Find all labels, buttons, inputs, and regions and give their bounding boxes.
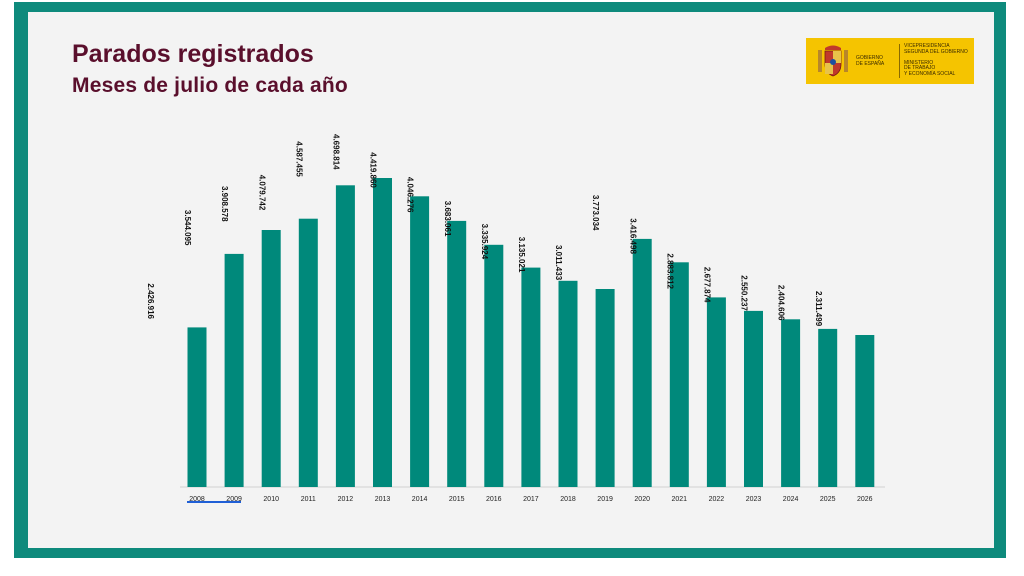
x-tick-2017: 2017: [523, 496, 539, 503]
data-label-2008: 2.426.916: [146, 283, 155, 319]
bar-2011: [298, 218, 318, 487]
bar-2026: [855, 335, 875, 487]
x-tick-2024: 2024: [783, 496, 799, 503]
bar-2015: [447, 220, 467, 487]
x-tick-2010: 2010: [263, 496, 279, 503]
x-tick-2011: 2011: [301, 496, 316, 503]
bar-2018: [558, 280, 578, 487]
logo-ministerio-text: VICEPRESIDENCIA SEGUNDA DEL GOBIERNO MIN…: [904, 43, 968, 77]
x-tick-2018: 2018: [560, 496, 576, 503]
data-label-2023: 2.677.874: [703, 267, 712, 303]
x-tick-2022: 2022: [709, 496, 725, 503]
data-label-2021: 3.416.498: [628, 218, 637, 254]
data-label-2014: 4.419.860: [369, 152, 378, 188]
data-label-2013: 4.698.814: [332, 134, 341, 170]
data-label-2015: 4.046.276: [406, 177, 415, 213]
chart-subtitle: Meses de julio de cada año: [72, 74, 348, 97]
data-label-2011: 4.079.742: [257, 175, 266, 211]
bar-2025: [818, 328, 838, 487]
bar-2024: [781, 319, 801, 487]
bar-2010: [261, 230, 281, 487]
x-tick-2015: 2015: [449, 496, 465, 503]
data-label-2026: 2.311.499: [814, 291, 823, 327]
bar-2023: [744, 310, 763, 487]
x-tick-2013: 2013: [375, 496, 391, 503]
bar-2017: [521, 267, 541, 487]
data-label-2018: 3.135.021: [517, 237, 526, 273]
x-tick-2009: 2009: [226, 496, 242, 503]
bar-2022: [706, 297, 726, 487]
data-label-2009: 3.544.095: [183, 210, 192, 246]
bar-2013: [373, 178, 392, 487]
data-label-2020: 3.773.034: [591, 195, 600, 231]
logo-gobierno-text: GOBIERNO DE ESPAÑA: [856, 55, 885, 67]
government-logo: GOBIERNO DE ESPAÑA VICEPRESIDENCIA SEGUN…: [806, 38, 974, 84]
bar-2014: [410, 196, 430, 488]
data-label-2012: 4.587.455: [294, 141, 303, 177]
x-tick-2026: 2026: [857, 496, 873, 503]
bar-2020: [632, 238, 652, 487]
bar-2016: [484, 244, 504, 487]
x-tick-2016: 2016: [486, 496, 502, 503]
x-tick-2021: 2021: [672, 496, 688, 503]
data-label-2017: 3.335.924: [480, 224, 489, 260]
x-tick-2025: 2025: [820, 496, 836, 503]
data-label-2019: 3.011.433: [554, 245, 563, 281]
logo-divider: [899, 44, 900, 78]
x-tick-2014: 2014: [412, 496, 428, 503]
chart-title: Parados registrados: [72, 40, 314, 68]
x-tick-2012: 2012: [338, 496, 354, 503]
data-label-2022: 2.883.812: [665, 253, 674, 289]
data-label-2025: 2.404.606: [777, 285, 786, 321]
data-label-2010: 3.908.578: [220, 186, 229, 222]
x-tick-2008: 2008: [189, 496, 205, 503]
data-label-2024: 2.550.237: [740, 275, 749, 311]
bar-2021: [669, 262, 689, 487]
x-tick-2023: 2023: [746, 496, 762, 503]
bar-2019: [595, 289, 615, 487]
bar-2009: [224, 253, 244, 487]
bar-2008: [187, 327, 207, 487]
x-tick-2020: 2020: [634, 496, 650, 503]
bar-2012: [335, 185, 355, 488]
x-tick-2019: 2019: [597, 496, 613, 503]
data-label-2016: 3.683.061: [443, 201, 452, 237]
coat-of-arms-icon: [818, 45, 848, 77]
